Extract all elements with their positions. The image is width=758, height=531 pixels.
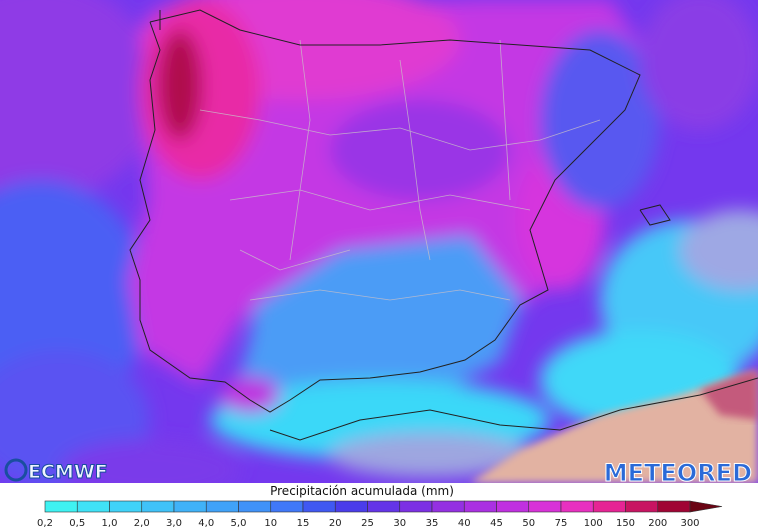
legend-label: 1,0	[102, 518, 118, 529]
legend-swatch	[205, 500, 239, 513]
legend-label: 0,5	[69, 518, 85, 529]
legend-swatch	[109, 500, 143, 513]
legend-label: 75	[555, 518, 568, 529]
legend-swatch	[399, 500, 433, 513]
legend-label: 45	[490, 518, 503, 529]
legend-swatch	[173, 500, 207, 513]
legend-swatch	[141, 500, 175, 513]
legend-label: 30	[393, 518, 406, 529]
legend-label: 35	[426, 518, 439, 529]
legend-swatch	[592, 500, 626, 513]
legend-label: 200	[648, 518, 667, 529]
legend-label: 40	[458, 518, 471, 529]
legend-label: 0,2	[37, 518, 53, 529]
legend-title: Precipitación acumulada (mm)	[270, 484, 454, 498]
legend-label: 3,0	[166, 518, 182, 529]
legend-label: 25	[361, 518, 374, 529]
legend-label: 2,0	[134, 518, 150, 529]
legend-swatch	[657, 500, 691, 513]
region-borders	[199, 39, 601, 301]
legend-label: 10	[264, 518, 277, 529]
coastline	[129, 9, 758, 441]
legend-label: 4,0	[198, 518, 214, 529]
legend-label: 300	[680, 518, 699, 529]
legend-label: 20	[329, 518, 342, 529]
legend-swatch	[238, 500, 272, 513]
legend-label: 150	[616, 518, 635, 529]
legend-swatch	[44, 500, 78, 513]
colorbar: 0,2 0,5 1,0 2,0 3,0 4,0 5,0 10 15 20 25 30 35 40 45 50 7…	[37, 500, 723, 529]
legend-swatch	[463, 500, 497, 513]
legend-swatch	[302, 500, 336, 513]
precipitation-map	[0, 0, 758, 483]
legend-swatch	[76, 500, 110, 513]
logo-meteored: METEORED	[604, 459, 752, 487]
legend-swatch	[270, 500, 304, 513]
legend-over-arrow	[689, 500, 723, 513]
legend-label: 5,0	[231, 518, 247, 529]
legend-swatch	[625, 500, 659, 513]
logo-text: ECMWF	[28, 461, 108, 483]
legend-label: 100	[584, 518, 603, 529]
logo-ecmwf: ECMWF	[4, 458, 108, 484]
legend-swatch	[334, 500, 368, 513]
legend-swatch	[560, 500, 594, 513]
legend-swatch	[367, 500, 401, 513]
legend-swatch	[431, 500, 465, 513]
legend-swatch	[496, 500, 530, 513]
legend-label: 50	[522, 518, 535, 529]
legend-label: 15	[297, 518, 310, 529]
legend-swatch	[528, 500, 562, 513]
